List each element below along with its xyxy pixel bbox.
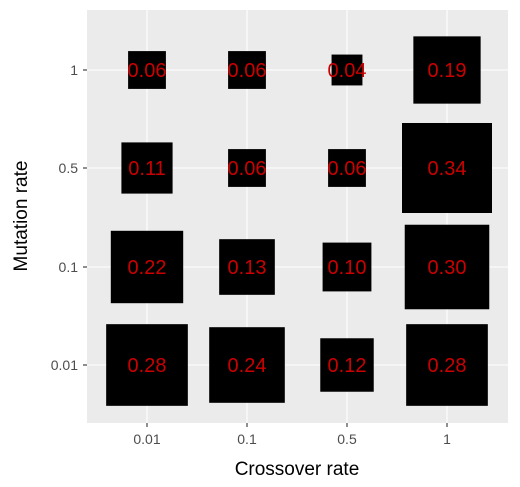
square-cross-1-mut-0.01 [406, 324, 488, 406]
x-tick-label-0.01: 0.01 [133, 431, 160, 447]
value-label-cross-0.1-mut-0.5: 0.06 [228, 158, 267, 180]
value-label-cross-0.1-mut-0.01: 0.24 [228, 355, 267, 377]
y-tick-label-0.5: 0.5 [59, 160, 79, 176]
square-cross-0.01-mut-0.5 [121, 142, 173, 194]
square-cross-0.5-mut-0.5 [328, 149, 366, 187]
value-label-cross-0.1-mut-0.1: 0.13 [228, 257, 267, 279]
x-axis: 0.01 0.1 0.5 1 [133, 423, 451, 447]
square-cross-0.5-mut-0.1 [322, 242, 372, 292]
value-label-cross-0.5-mut-1: 0.04 [328, 60, 367, 82]
value-label-cross-0.5-mut-0.1: 0.10 [328, 257, 367, 279]
square-cross-0.5-mut-0.01 [320, 338, 374, 392]
value-label-cross-0.01-mut-1: 0.06 [128, 60, 167, 82]
square-cross-1-mut-0.1 [404, 224, 490, 310]
value-label-cross-0.01-mut-0.5: 0.11 [128, 158, 165, 180]
y-axis: 0.01 0.1 0.5 1 [51, 62, 87, 373]
square-cross-0.01-mut-1 [128, 51, 166, 89]
value-label-cross-0.01-mut-0.1: 0.22 [128, 257, 167, 279]
square-cross-1-mut-1 [413, 36, 481, 104]
value-label-cross-0.5-mut-0.5: 0.06 [328, 158, 367, 180]
y-tick-label-1: 1 [70, 62, 78, 78]
value-label-cross-1-mut-0.5: 0.34 [428, 158, 467, 180]
square-cross-1-mut-0.5 [402, 123, 492, 213]
square-cross-0.1-mut-0.5 [228, 149, 266, 187]
y-tick-label-0.01: 0.01 [51, 357, 78, 373]
x-tick-label-0.1: 0.1 [237, 431, 257, 447]
value-label-cross-1-mut-0.1: 0.30 [428, 257, 467, 279]
x-axis-title: Crossover rate [235, 459, 360, 480]
square-cross-0.1-mut-1 [228, 51, 266, 89]
square-cross-0.5-mut-1 [331, 54, 363, 86]
value-label-cross-0.1-mut-1: 0.06 [228, 60, 267, 82]
value-label-cross-1-mut-0.01: 0.28 [428, 355, 467, 377]
y-tick-label-0.1: 0.1 [59, 259, 79, 275]
square-cross-0.01-mut-0.01 [106, 324, 188, 406]
squares [106, 36, 492, 406]
square-cross-0.01-mut-0.1 [110, 230, 184, 304]
value-labels: 0.06 0.06 0.04 0.19 0.11 0.06 0.06 0.34 0.22 0.13… [128, 60, 467, 377]
y-axis-title: Mutation rate [11, 161, 32, 272]
x-tick-label-1: 1 [443, 431, 451, 447]
value-label-cross-0.01-mut-0.01: 0.28 [128, 355, 167, 377]
value-label-cross-0.5-mut-0.01: 0.12 [328, 355, 367, 377]
square-cross-0.1-mut-0.01 [209, 327, 285, 403]
x-tick-label-0.5: 0.5 [337, 431, 357, 447]
square-cross-0.1-mut-0.1 [219, 239, 275, 295]
value-label-cross-1-mut-1: 0.19 [428, 60, 467, 82]
